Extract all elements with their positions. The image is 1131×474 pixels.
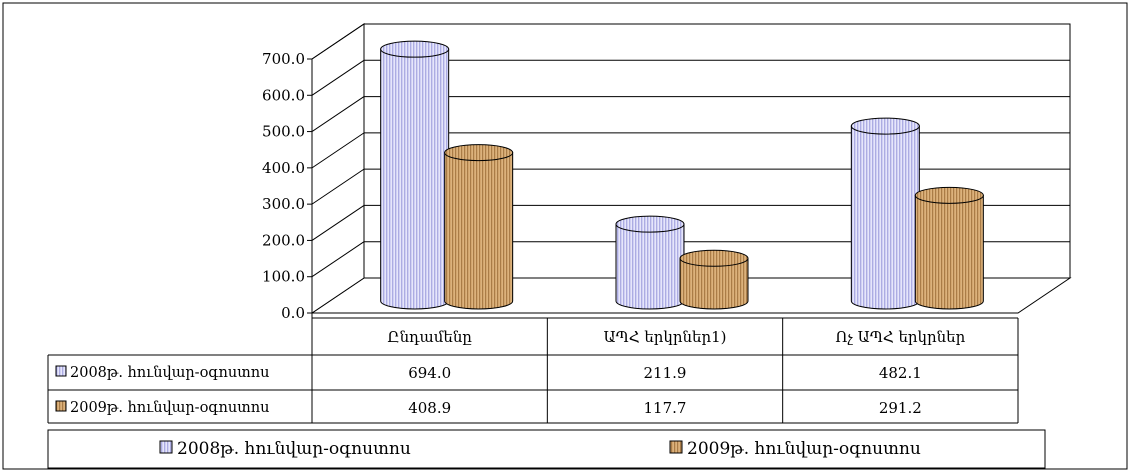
bar-2008-1 <box>615 215 685 310</box>
bar-body <box>444 152 514 310</box>
y-tick-label: 100.0 <box>262 268 305 286</box>
y-tick-label: 700.0 <box>262 50 305 68</box>
legend-swatch <box>669 440 683 454</box>
gridline-depth <box>311 168 365 205</box>
bar-top <box>380 40 450 58</box>
y-tick-label: 600.0 <box>262 86 305 104</box>
bar-top <box>679 249 749 267</box>
y-tick-label: 0.0 <box>281 304 305 322</box>
bar-2009-2 <box>914 186 984 310</box>
table-value: 482.1 <box>879 364 922 382</box>
y-tick-label: 400.0 <box>262 159 305 177</box>
table-value: 211.9 <box>644 364 687 382</box>
bar-top <box>615 215 685 233</box>
data-table: Ընդամենը ԱՊՀ երկրներ1) Ոչ ԱՊՀ երկրներ 2008թ… <box>47 313 1019 424</box>
gridline-depth <box>311 59 365 96</box>
y-tick-label: 300.0 <box>262 195 305 213</box>
bar-top <box>914 186 984 204</box>
bars <box>380 40 984 310</box>
y-axis: 0.0 100.0 200.0 300.0 400.0 500.0 600.0 700.0 <box>262 50 313 322</box>
gridline-depth <box>311 23 365 60</box>
bar-top <box>444 144 514 162</box>
y-tick-label: 200.0 <box>262 231 305 249</box>
bar-body <box>914 194 984 310</box>
legend-label: 2009թ. հունվար-օգոստոս <box>687 439 921 459</box>
table-row-label: 2008թ. հունվար-օգոստոս <box>70 365 269 381</box>
y-tick-label: 500.0 <box>262 123 305 141</box>
legend-box <box>47 429 1046 469</box>
bar-2009-0 <box>444 144 514 310</box>
table-legend-swatch <box>55 365 67 377</box>
gridline-depth <box>311 205 365 241</box>
table-value: 117.7 <box>644 399 687 417</box>
bar-2009-1 <box>679 249 749 310</box>
gridline-depth <box>311 241 365 278</box>
gridline-depth <box>311 96 365 132</box>
bar-body <box>380 48 450 310</box>
table-legend-swatch <box>55 400 67 412</box>
table-value: 291.2 <box>879 399 922 417</box>
legend-swatch <box>159 440 173 454</box>
table-value: 408.9 <box>408 399 451 417</box>
legend: 2008թ. հունվար-օգոստոս 2009թ. հունվար-օգո… <box>47 429 1046 469</box>
bar-top <box>850 117 920 135</box>
bar-2008-2 <box>850 117 920 310</box>
legend-label: 2008թ. հունվար-օգոստոս <box>177 439 411 459</box>
bar-body <box>850 125 920 310</box>
x-category-label: Ընդամենը <box>387 328 472 346</box>
x-category-label: ԱՊՀ երկրներ1) <box>604 328 727 346</box>
table-value: 694.0 <box>408 364 451 382</box>
gridline-depth <box>311 132 365 169</box>
x-category-label: Ոչ ԱՊՀ երկրներ <box>835 328 965 346</box>
bar-body <box>679 257 749 310</box>
side-wall <box>311 23 365 314</box>
bar-2008-0 <box>380 40 450 310</box>
bar-body <box>615 223 685 310</box>
table-row-label: 2009թ. հունվար-օգոստոս <box>70 400 269 416</box>
